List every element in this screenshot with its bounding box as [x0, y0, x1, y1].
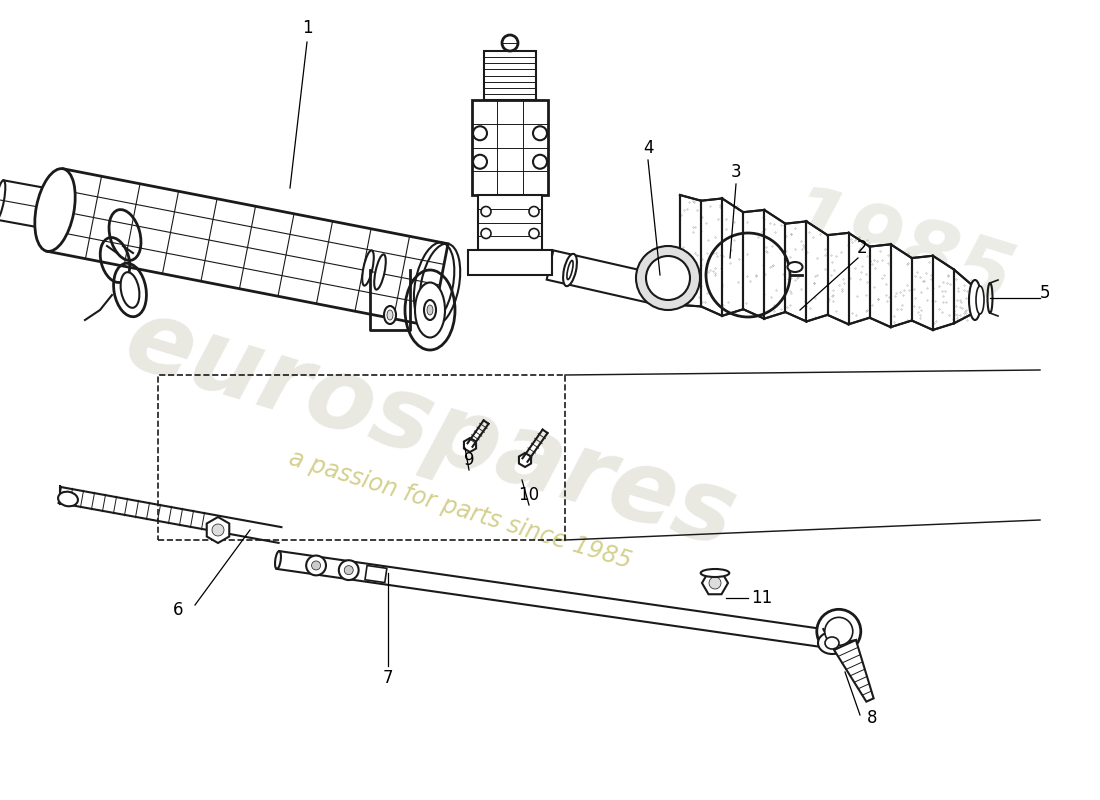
Polygon shape: [207, 517, 229, 543]
Ellipse shape: [566, 261, 573, 279]
Ellipse shape: [646, 256, 690, 300]
Polygon shape: [680, 195, 975, 330]
Ellipse shape: [339, 560, 359, 580]
Polygon shape: [464, 438, 476, 452]
Text: eurospares: eurospares: [113, 291, 747, 569]
Circle shape: [825, 618, 852, 646]
Ellipse shape: [0, 180, 6, 220]
Circle shape: [311, 561, 320, 570]
Circle shape: [473, 126, 487, 140]
Polygon shape: [0, 180, 58, 230]
Circle shape: [502, 35, 518, 51]
Circle shape: [534, 126, 547, 140]
Text: 3: 3: [730, 163, 741, 181]
Circle shape: [473, 154, 487, 169]
Circle shape: [481, 206, 491, 217]
Text: a passion for parts since 1985: a passion for parts since 1985: [286, 446, 634, 574]
Circle shape: [817, 610, 861, 654]
Text: 7: 7: [383, 669, 394, 687]
Ellipse shape: [362, 250, 374, 286]
Circle shape: [344, 566, 353, 574]
Circle shape: [481, 229, 491, 238]
Ellipse shape: [701, 569, 729, 577]
Circle shape: [534, 154, 547, 169]
Ellipse shape: [58, 492, 78, 506]
Ellipse shape: [969, 280, 981, 320]
Circle shape: [212, 524, 224, 536]
Polygon shape: [468, 250, 552, 275]
Text: 10: 10: [518, 486, 540, 504]
Text: 11: 11: [751, 589, 772, 607]
Text: 4: 4: [642, 139, 653, 157]
Ellipse shape: [656, 275, 664, 305]
Ellipse shape: [424, 300, 436, 320]
Bar: [158, 375, 565, 540]
Polygon shape: [484, 51, 536, 100]
Polygon shape: [702, 572, 728, 594]
Ellipse shape: [825, 637, 839, 649]
Circle shape: [710, 577, 720, 589]
Circle shape: [529, 229, 539, 238]
Ellipse shape: [563, 254, 576, 286]
Ellipse shape: [636, 246, 700, 310]
Polygon shape: [834, 640, 873, 702]
Ellipse shape: [384, 306, 396, 324]
Text: 8: 8: [867, 709, 878, 727]
Ellipse shape: [415, 282, 446, 338]
Ellipse shape: [306, 555, 326, 575]
Text: 2: 2: [857, 239, 867, 257]
Ellipse shape: [976, 286, 984, 314]
Text: 1: 1: [301, 19, 312, 37]
Ellipse shape: [788, 262, 803, 272]
Ellipse shape: [427, 305, 433, 315]
Polygon shape: [547, 250, 663, 305]
Ellipse shape: [374, 254, 386, 290]
Text: 6: 6: [173, 601, 184, 619]
Polygon shape: [47, 169, 448, 326]
Ellipse shape: [35, 169, 75, 251]
Ellipse shape: [121, 272, 140, 308]
Text: 1985: 1985: [778, 178, 1023, 322]
Polygon shape: [365, 566, 387, 582]
Polygon shape: [478, 195, 542, 250]
Ellipse shape: [387, 310, 393, 320]
Ellipse shape: [818, 632, 846, 654]
Polygon shape: [519, 453, 531, 467]
Ellipse shape: [275, 551, 280, 569]
Text: 9: 9: [464, 451, 474, 469]
Polygon shape: [472, 100, 548, 195]
Circle shape: [529, 206, 539, 217]
Text: 5: 5: [1040, 284, 1050, 302]
